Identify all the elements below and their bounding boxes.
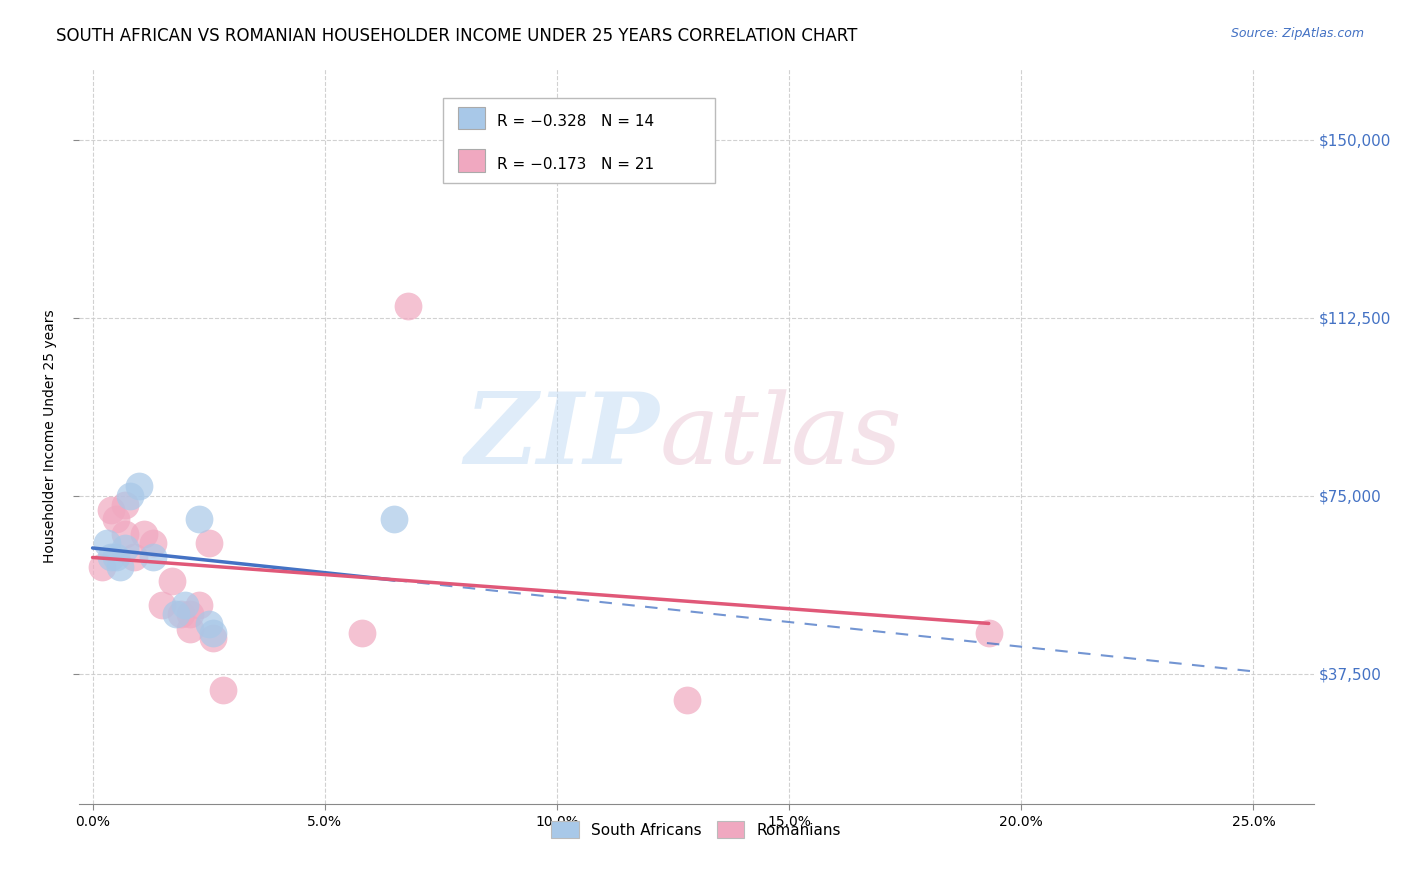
Text: SOUTH AFRICAN VS ROMANIAN HOUSEHOLDER INCOME UNDER 25 YEARS CORRELATION CHART: SOUTH AFRICAN VS ROMANIAN HOUSEHOLDER IN… [56,27,858,45]
Point [211,683,233,698]
Point [977,626,1000,640]
Point [160,574,183,589]
Text: atlas: atlas [659,389,901,484]
Point [150,598,173,612]
Point [179,607,201,622]
Point [179,622,201,636]
Point [114,526,136,541]
Point [170,607,193,622]
Point [202,626,225,640]
Point [202,631,225,645]
Point [384,512,406,526]
Point [124,550,146,565]
FancyBboxPatch shape [443,98,714,183]
Point [100,550,122,565]
Point [197,536,219,550]
Point [142,550,165,565]
Point [104,512,127,526]
Text: ZIP: ZIP [464,388,659,484]
Text: R = −0.328   N = 14: R = −0.328 N = 14 [498,114,654,129]
Y-axis label: Householder Income Under 25 years: Householder Income Under 25 years [44,310,58,563]
Point [350,626,373,640]
Point [676,693,699,707]
Bar [458,106,485,129]
Point [174,598,197,612]
Point [197,616,219,631]
Point [132,526,155,541]
Point [114,541,136,555]
Point [100,503,122,517]
Bar [458,149,485,171]
Point [142,536,165,550]
Text: R = −0.173   N = 21: R = −0.173 N = 21 [498,157,654,171]
Point [396,299,419,313]
Point [165,607,187,622]
Point [104,550,127,565]
Point [188,512,211,526]
Point [90,560,112,574]
Point [128,479,150,493]
Point [118,489,141,503]
Point [114,498,136,512]
Legend: South Africans, Romanians: South Africans, Romanians [546,814,848,845]
Point [96,536,118,550]
Point [188,598,211,612]
Point [110,560,132,574]
Text: Source: ZipAtlas.com: Source: ZipAtlas.com [1230,27,1364,40]
